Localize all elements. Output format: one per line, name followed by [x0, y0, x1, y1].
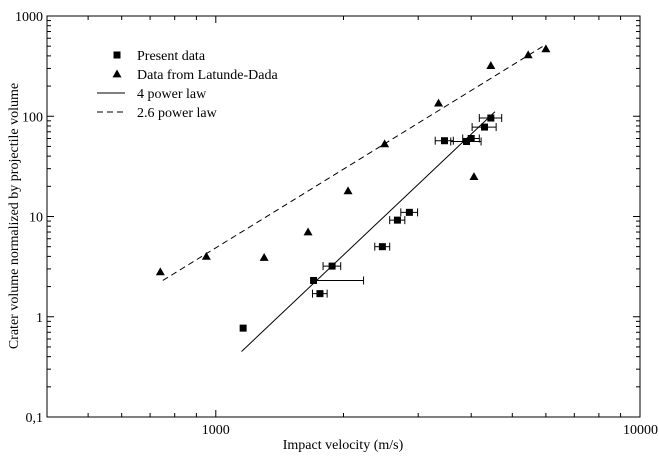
series-1: [155, 44, 551, 276]
x-tick-label: 1000: [202, 423, 230, 438]
data-point-square: [440, 137, 448, 145]
data-point-triangle: [201, 251, 211, 260]
legend-label: 2.6 power law: [137, 106, 218, 121]
x-tick-label: 10000: [623, 423, 658, 438]
x-axis-label: Impact velocity (m/s): [283, 438, 404, 453]
legend-item: 2.6 power law: [97, 106, 218, 121]
y-tick-label: 100: [22, 110, 43, 125]
y-tick-label: 0,1: [26, 411, 44, 426]
series: [155, 44, 551, 352]
series-2: [241, 111, 496, 352]
data-point-square: [487, 114, 495, 122]
power-law-line: [241, 111, 496, 352]
series-0: [239, 114, 503, 332]
legend-label: Present data: [137, 49, 206, 64]
legend-label: 4 power law: [137, 87, 207, 102]
data-point-triangle: [155, 267, 165, 276]
data-point-square: [316, 290, 324, 298]
data-point-square: [463, 137, 471, 145]
data-point-triangle: [303, 227, 313, 236]
y-tick-label: 1: [36, 311, 43, 326]
power-law-line: [162, 44, 547, 281]
data-point-triangle: [259, 252, 269, 261]
data-point-square: [481, 123, 489, 131]
data-point-triangle: [434, 98, 444, 107]
y-tick-label: 1000: [15, 10, 43, 25]
legend-item: 4 power law: [97, 87, 207, 102]
legend-triangle-marker: [112, 69, 122, 78]
data-point-triangle: [486, 61, 496, 69]
data-point-square: [467, 134, 475, 142]
data-point-square: [378, 243, 386, 251]
data-point-triangle: [343, 186, 353, 195]
y-axis-label: Crater volume normalized by projectile v…: [7, 83, 22, 349]
data-point-triangle: [541, 44, 551, 53]
legend-square-marker: [113, 51, 121, 59]
legend-label: Data from Latunde-Dada: [137, 68, 278, 83]
data-point-square: [405, 208, 413, 216]
legend: Present data Data from Latunde-Dada 4 powe…: [97, 49, 278, 121]
legend-item: Present data: [113, 49, 206, 64]
data-point-triangle: [469, 172, 479, 180]
data-point-square: [310, 276, 318, 284]
y-tick-label: 10: [29, 211, 43, 226]
data-point-triangle: [523, 50, 533, 59]
data-point-square: [239, 324, 247, 332]
axes: 0,1 1 10 100 1000 1000 10000: [15, 10, 658, 438]
plot-frame: [46, 15, 641, 418]
series-3: [162, 44, 547, 281]
data-point-square: [393, 216, 401, 224]
legend-item: Data from Latunde-Dada: [112, 68, 278, 83]
